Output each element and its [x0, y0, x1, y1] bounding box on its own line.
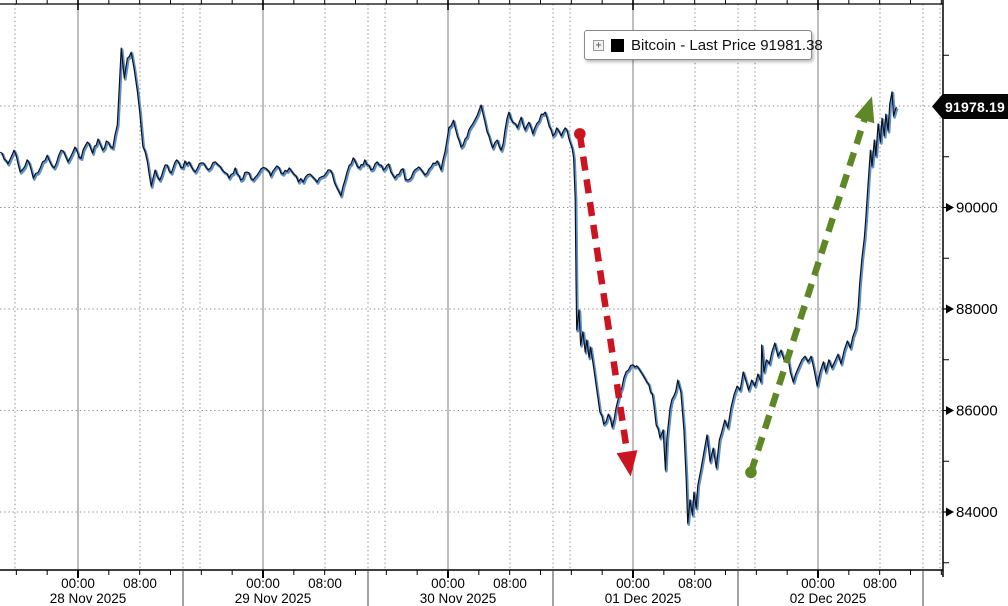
top-axis: [0, 0, 943, 10]
y-tick-arrow-icon: [946, 507, 954, 517]
x-axis-time-label: 00:00: [61, 576, 95, 591]
x-axis-time-label: 08:00: [123, 576, 157, 591]
y-tick-arrow-icon: [946, 304, 954, 314]
legend-label: Bitcoin - Last Price 91981.38: [631, 36, 823, 54]
x-axis-date-label: 01 Dec 2025: [605, 591, 682, 606]
x-axis-time-label: 00:00: [246, 576, 280, 591]
y-tick-arrow-icon: [946, 203, 954, 212]
x-axis-time-label: 08:00: [493, 576, 527, 591]
legend-expand-icon[interactable]: +: [593, 39, 604, 51]
y-axis-label: 88000: [956, 301, 998, 318]
legend[interactable]: + Bitcoin - Last Price 91981.38: [584, 30, 823, 60]
series-bitcoin-line: [0, 47, 899, 526]
annotation-up-arrow: [745, 96, 875, 479]
annotation-down-arrow: [574, 128, 638, 477]
x-axis-date-label: 02 Dec 2025: [790, 591, 867, 606]
gridlines: [0, 4, 943, 570]
x-axis-time-label: 00:00: [616, 576, 650, 591]
y-axis: 90000 88000 86000 84000: [942, 0, 998, 570]
last-price-value: 91978.19: [945, 98, 1005, 115]
y-axis-label: 86000: [956, 403, 998, 420]
y-axis-label: 90000: [956, 200, 998, 217]
x-axis-date-label: 28 Nov 2025: [50, 591, 127, 606]
x-axis-date-label: 29 Nov 2025: [235, 591, 312, 606]
x-axis-time-label: 00:00: [801, 576, 835, 591]
series-color-swatch: [611, 38, 624, 52]
y-tick-arrow-icon: [946, 406, 954, 415]
y-axis-label: 84000: [956, 504, 998, 521]
last-price-tag: 91978.19: [932, 94, 1008, 119]
x-axis-time-label: 08:00: [308, 576, 342, 591]
x-axis-time-label: 08:00: [678, 576, 712, 591]
x-axis-time-label: 08:00: [863, 576, 897, 591]
x-axis-date-label: 30 Nov 2025: [420, 591, 497, 606]
x-axis-time-label: 00:00: [431, 576, 465, 591]
